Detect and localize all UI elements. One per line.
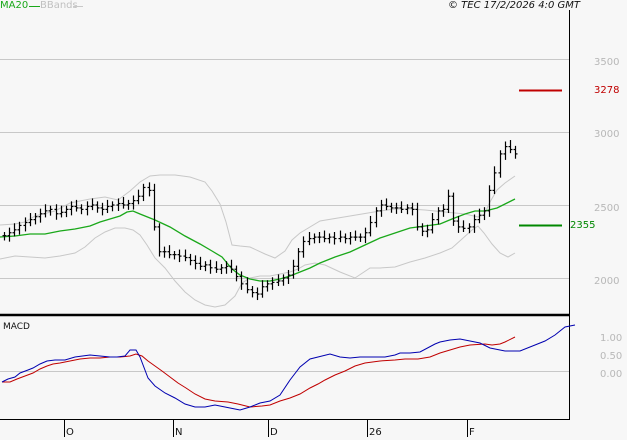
x-tick-2026: 26	[369, 427, 382, 438]
bbands-lower-line	[0, 225, 516, 308]
price-gridlines	[0, 59, 569, 279]
legend-ma20-swatch	[29, 6, 40, 7]
macd-tick-0.50: 0.50	[600, 351, 623, 362]
x-tick-nov: N	[175, 427, 183, 438]
legend-bbands-swatch	[73, 6, 83, 7]
macd-title: MACD	[3, 322, 30, 332]
x-tick-dec: D	[270, 427, 278, 438]
macd-tick-0.00: 0.00	[600, 369, 623, 380]
y-tick-2500: 2500	[594, 203, 620, 214]
x-tick-oct: O	[66, 427, 74, 438]
macd-line	[1, 324, 576, 411]
y-tick-2000: 2000	[594, 276, 620, 287]
x-tick-feb: F	[469, 427, 475, 438]
y-tick-3500: 3500	[594, 57, 620, 68]
time-axis-ticks	[64, 420, 468, 437]
macd-tick-1.00: 1.00	[600, 333, 623, 344]
ma20-line	[0, 198, 516, 282]
legend-ma20: MA20	[0, 0, 29, 11]
bbands-upper-line	[0, 174, 516, 259]
resistance-label: 3278	[594, 85, 620, 96]
macd-signal-line	[2, 336, 516, 408]
legend-bbands: BBands	[40, 0, 78, 11]
y-tick-3000: 3000	[594, 129, 620, 140]
copyright-timestamp: © TEC 17/2/2026 4:0 GMT	[448, 0, 580, 11]
support-label: 2355	[570, 220, 596, 231]
price-bars	[2, 140, 518, 301]
